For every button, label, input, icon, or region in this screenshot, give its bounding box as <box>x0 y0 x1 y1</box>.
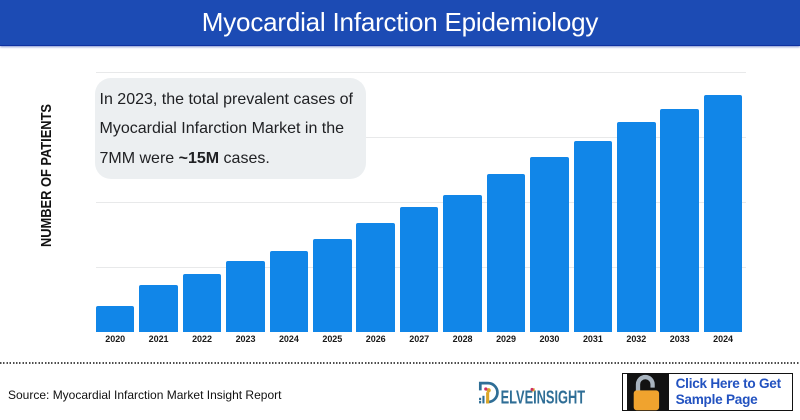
svg-text:ELVEINSIGHT: ELVEINSIGHT <box>501 387 585 407</box>
svg-text:NUMBER OF PATIENTS: NUMBER OF PATIENTS <box>39 104 55 247</box>
